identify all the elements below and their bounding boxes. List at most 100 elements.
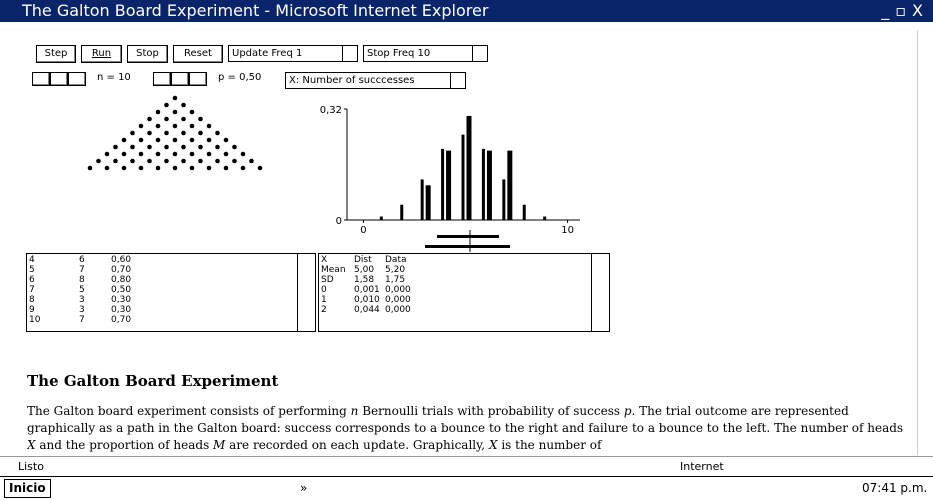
cell: 0,60 xyxy=(111,256,131,264)
scrollbar[interactable] xyxy=(591,254,609,331)
peg xyxy=(232,145,237,150)
peg xyxy=(198,131,203,136)
reset-button[interactable]: Reset xyxy=(173,45,223,63)
maximize[interactable]: ▫ xyxy=(895,1,912,20)
peg xyxy=(181,131,186,136)
cell: 0,000 xyxy=(385,286,411,294)
peg xyxy=(173,152,178,157)
peg xyxy=(164,159,169,164)
peg xyxy=(173,166,178,171)
peg xyxy=(207,166,212,171)
peg xyxy=(105,166,110,171)
cell: 0,70 xyxy=(111,266,131,274)
zone-text: Internet xyxy=(680,457,724,476)
var: M xyxy=(213,438,225,452)
peg xyxy=(190,166,195,171)
peg xyxy=(139,138,144,143)
window-title: The Galton Board Experiment - Microsoft … xyxy=(22,1,488,20)
update-freq-select[interactable]: Update Freq 1 xyxy=(228,45,358,62)
cell: 7 xyxy=(79,266,85,274)
page-scrollbar[interactable] xyxy=(917,30,933,455)
var: X xyxy=(27,438,36,452)
peg xyxy=(181,145,186,150)
peg xyxy=(156,110,161,115)
peg xyxy=(156,124,161,129)
y-tick-label: 0,32 xyxy=(320,105,342,116)
close[interactable]: X xyxy=(912,1,929,20)
peg xyxy=(122,152,127,157)
n-increase[interactable] xyxy=(68,72,86,86)
p-decrease[interactable] xyxy=(153,72,171,86)
var: p xyxy=(624,404,632,418)
peg xyxy=(190,110,195,115)
cell: 5 xyxy=(79,286,85,294)
cell: 0,044 xyxy=(354,306,380,314)
peg xyxy=(258,166,263,171)
peg xyxy=(164,131,169,136)
dist-bar xyxy=(400,205,403,220)
run-button[interactable]: Run xyxy=(81,45,122,63)
article-heading: The Galton Board Experiment xyxy=(27,372,278,390)
data-bar xyxy=(446,151,451,220)
peg xyxy=(215,145,220,150)
cell: 0,010 xyxy=(354,296,380,304)
peg xyxy=(147,131,152,136)
peg xyxy=(224,166,229,171)
dist-bar xyxy=(482,149,485,220)
peg xyxy=(122,138,127,143)
more-button[interactable]: » xyxy=(300,477,307,500)
peg xyxy=(130,159,135,164)
cell: Mean xyxy=(321,266,346,274)
cell: 0 xyxy=(321,286,327,294)
peg xyxy=(130,131,135,136)
taskbar: Inicio » 07:41 p.m. xyxy=(0,476,933,500)
peg xyxy=(122,166,127,171)
x-tick-label: 10 xyxy=(561,225,574,236)
peg xyxy=(173,124,178,129)
p-label: p = 0,50 xyxy=(218,72,261,83)
scrollbar[interactable] xyxy=(297,254,315,331)
peg xyxy=(139,124,144,129)
p-increase[interactable] xyxy=(189,72,207,86)
variable-select[interactable]: X: Number of succcesses xyxy=(285,72,466,89)
dist-bar xyxy=(502,179,505,220)
title-bar: The Galton Board Experiment - Microsoft … xyxy=(0,0,933,22)
start-button[interactable]: Inicio xyxy=(4,479,51,498)
cell: 0,001 xyxy=(354,286,380,294)
x-tick-label: 0 xyxy=(360,225,366,236)
minimize[interactable]: _ xyxy=(881,1,895,20)
cell: Dist xyxy=(354,256,372,264)
var: X xyxy=(489,438,498,452)
text: The Galton board experiment consists of … xyxy=(27,404,351,418)
cell: 1,75 xyxy=(385,276,405,284)
cell: 0,000 xyxy=(385,296,411,304)
cell: Data xyxy=(385,256,407,264)
p-slider[interactable] xyxy=(171,72,189,86)
clock: 07:41 p.m. xyxy=(862,477,927,500)
peg xyxy=(164,145,169,150)
cell: 4 xyxy=(29,256,35,264)
step-button[interactable]: Step xyxy=(36,45,76,63)
stop-freq-select[interactable]: Stop Freq 10 xyxy=(363,45,488,62)
peg xyxy=(139,152,144,157)
peg xyxy=(105,152,110,157)
cell: 10 xyxy=(29,316,40,324)
cell: 1 xyxy=(321,296,327,304)
cell: 9 xyxy=(29,306,35,314)
peg xyxy=(96,159,101,164)
peg xyxy=(207,152,212,157)
window-controls: _▫X xyxy=(881,0,929,22)
peg xyxy=(207,124,212,129)
peg xyxy=(164,117,169,122)
cell: 5 xyxy=(29,266,35,274)
peg xyxy=(139,166,144,171)
cell: 7 xyxy=(79,316,85,324)
dist-bar xyxy=(421,179,424,220)
peg xyxy=(241,166,246,171)
dist-bar xyxy=(462,135,465,220)
n-slider[interactable] xyxy=(50,72,68,86)
peg xyxy=(241,152,246,157)
stop-button[interactable]: Stop xyxy=(127,45,168,63)
n-decrease[interactable] xyxy=(32,72,50,86)
